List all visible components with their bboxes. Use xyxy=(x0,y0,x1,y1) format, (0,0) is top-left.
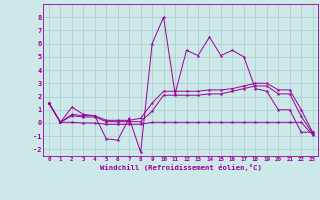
X-axis label: Windchill (Refroidissement éolien,°C): Windchill (Refroidissement éolien,°C) xyxy=(100,164,262,171)
